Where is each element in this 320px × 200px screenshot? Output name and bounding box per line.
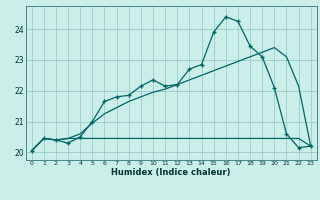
- X-axis label: Humidex (Indice chaleur): Humidex (Indice chaleur): [111, 168, 231, 177]
